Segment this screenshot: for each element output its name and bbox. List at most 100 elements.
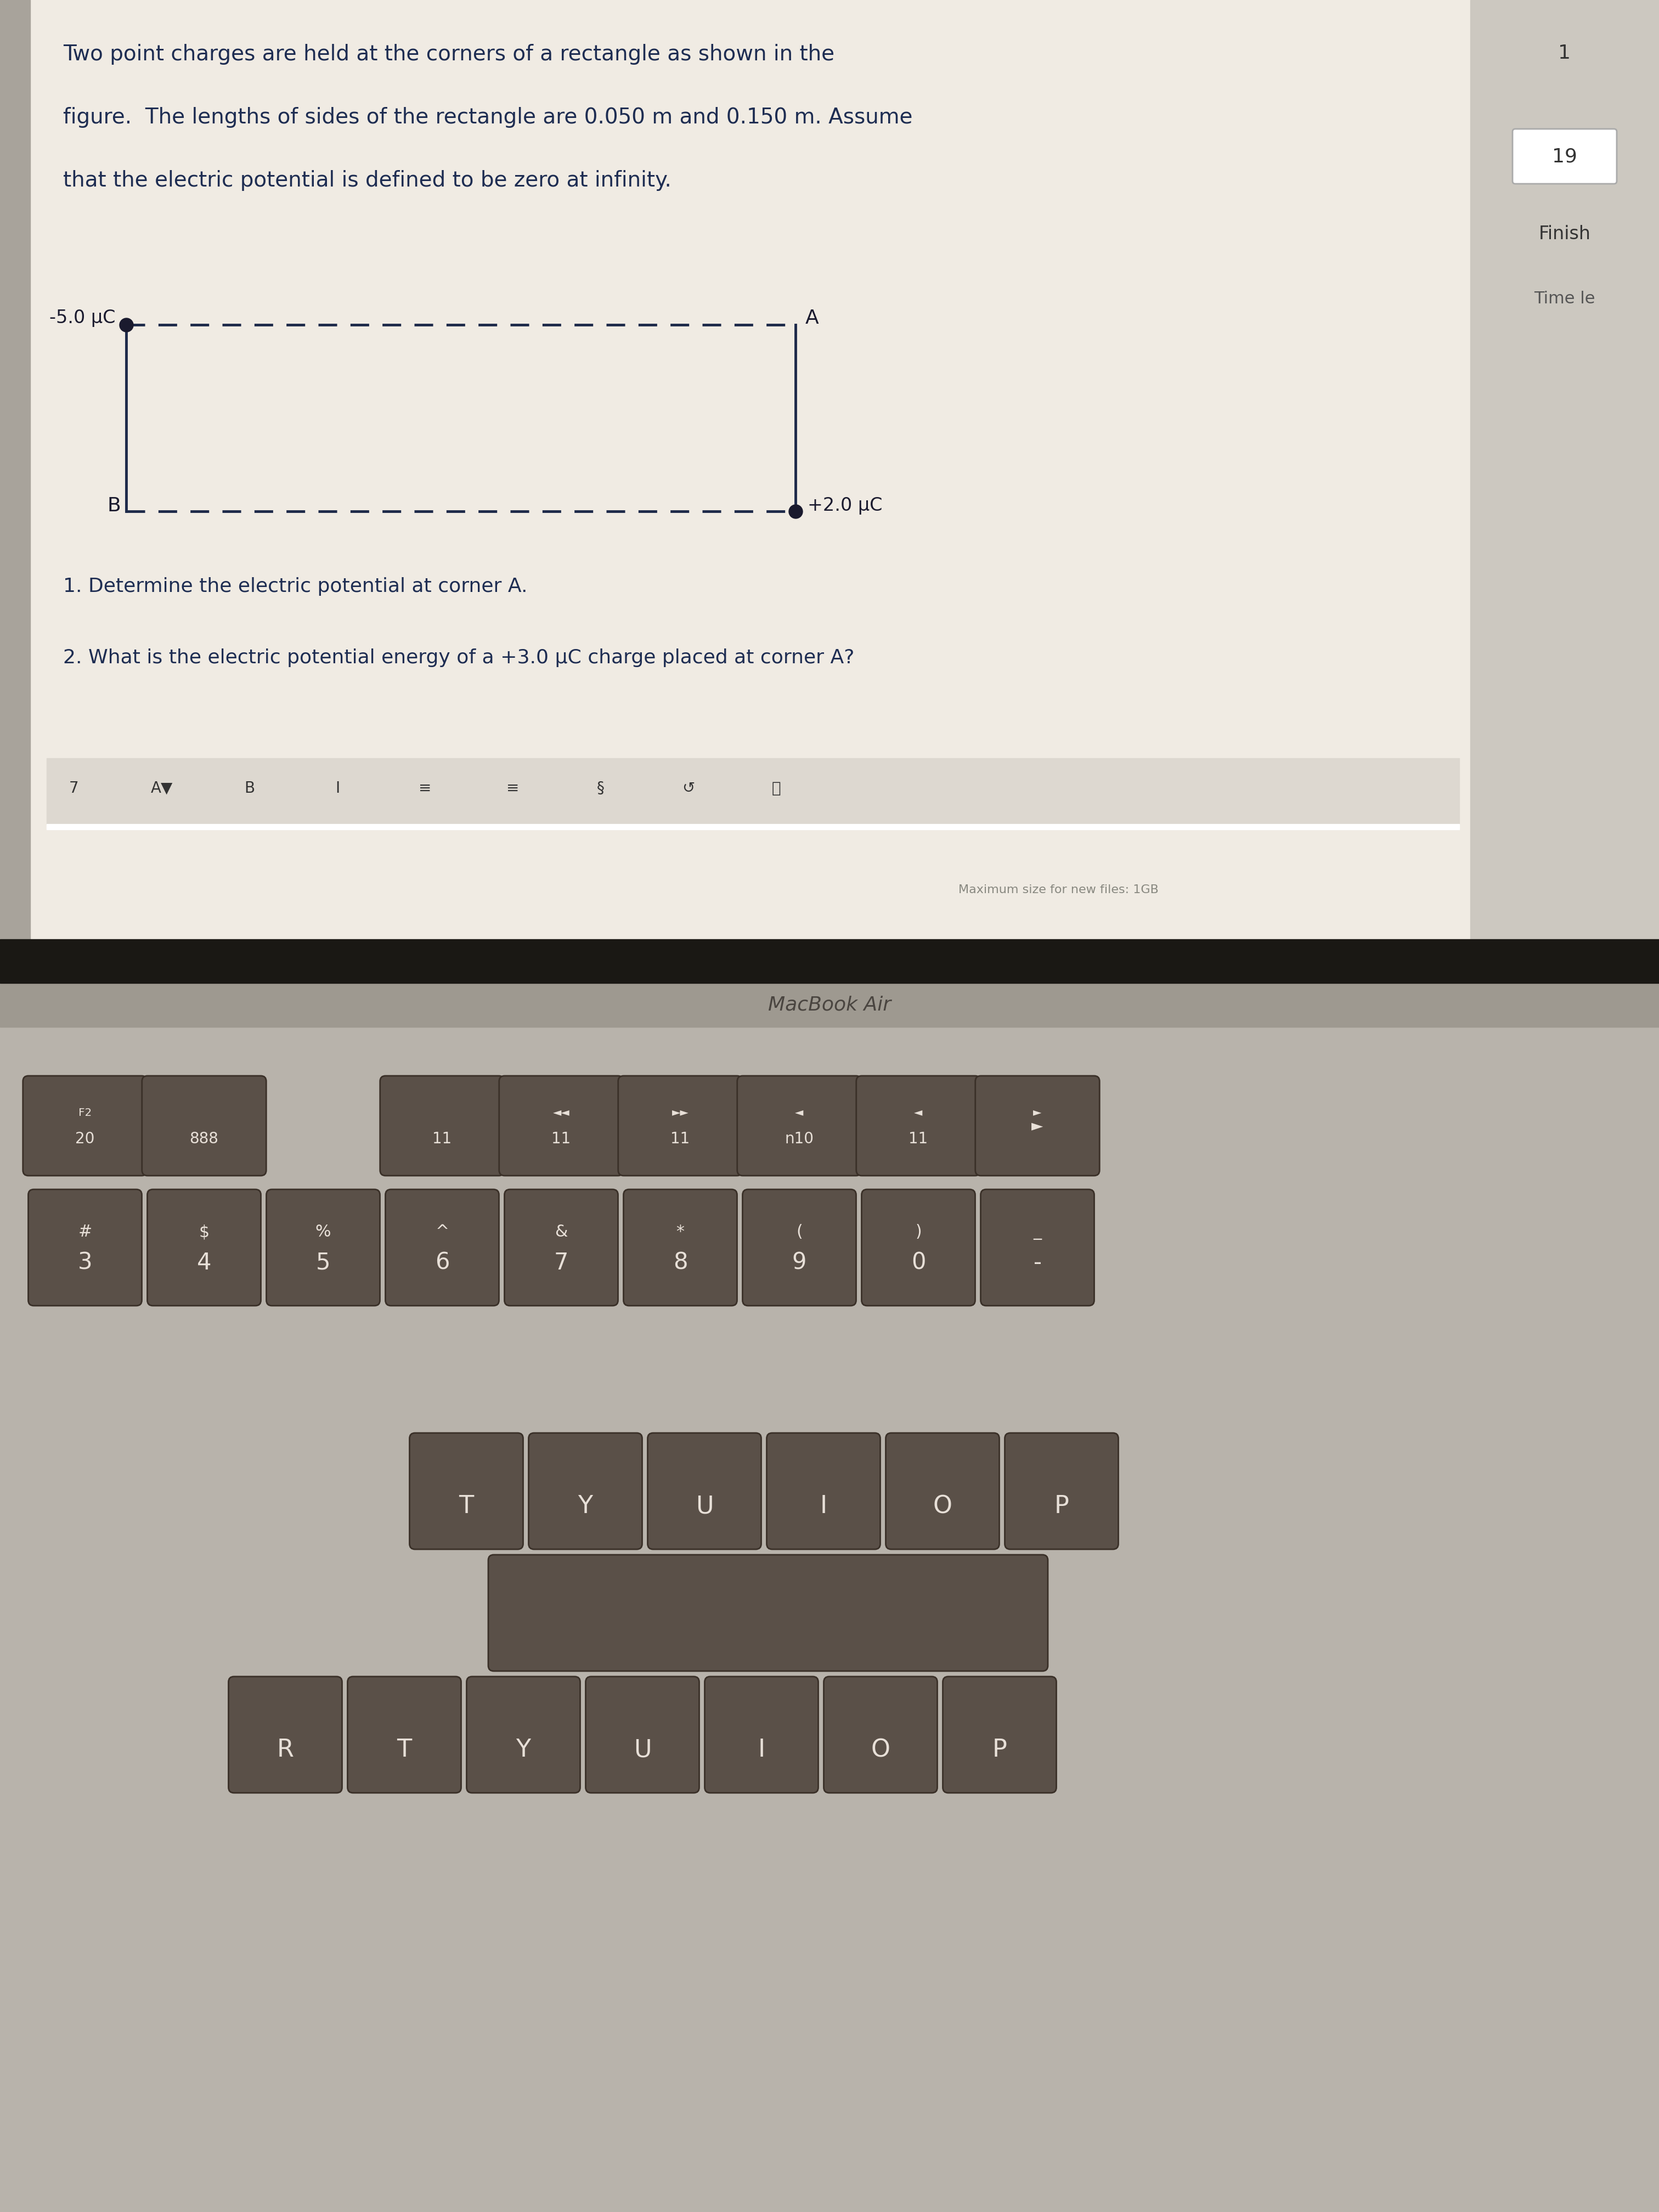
Text: I: I — [758, 1739, 765, 1763]
Text: 6: 6 — [435, 1252, 450, 1274]
Bar — [30, 0, 1659, 940]
FancyBboxPatch shape — [705, 1677, 818, 1794]
Text: Two point charges are held at the corners of a rectangle as shown in the: Two point charges are held at the corner… — [63, 44, 834, 64]
FancyBboxPatch shape — [148, 1190, 260, 1305]
Text: Y: Y — [577, 1495, 592, 1517]
Text: B: B — [244, 781, 255, 796]
Bar — [1470, 0, 1659, 940]
Text: ^: ^ — [435, 1223, 450, 1241]
Text: Finish: Finish — [1538, 226, 1591, 243]
Text: I: I — [335, 781, 340, 796]
Bar — [46, 825, 1460, 830]
FancyBboxPatch shape — [529, 1433, 642, 1548]
Text: A▼: A▼ — [151, 781, 173, 796]
FancyBboxPatch shape — [28, 1190, 141, 1305]
Text: B: B — [108, 495, 121, 515]
Bar — [0, 982, 1659, 1026]
Text: that the electric potential is defined to be zero at infinity.: that the electric potential is defined t… — [63, 170, 672, 190]
Text: *: * — [677, 1223, 685, 1241]
Bar — [0, 1026, 1659, 2212]
FancyBboxPatch shape — [466, 1677, 581, 1794]
Text: +2.0 μC: +2.0 μC — [808, 498, 883, 515]
Text: ◄: ◄ — [795, 1108, 803, 1117]
Text: T: T — [397, 1739, 411, 1763]
Text: -5.0 μC: -5.0 μC — [50, 310, 114, 327]
Text: (: ( — [796, 1223, 803, 1241]
FancyBboxPatch shape — [488, 1555, 1048, 1670]
Text: 2. What is the electric potential energy of a +3.0 μC charge placed at corner A?: 2. What is the electric potential energy… — [63, 648, 854, 668]
Text: _: _ — [1034, 1223, 1042, 1241]
FancyBboxPatch shape — [385, 1190, 499, 1305]
Text: P: P — [1053, 1495, 1068, 1517]
Text: figure.  The lengths of sides of the rectangle are 0.050 m and 0.150 m. Assume: figure. The lengths of sides of the rect… — [63, 106, 912, 128]
Text: Y: Y — [516, 1739, 531, 1763]
FancyBboxPatch shape — [410, 1433, 523, 1548]
Text: 1. Determine the electric potential at corner A.: 1. Determine the electric potential at c… — [63, 577, 528, 595]
Text: 8: 8 — [674, 1252, 687, 1274]
Text: §: § — [597, 781, 604, 796]
FancyBboxPatch shape — [743, 1190, 856, 1305]
FancyBboxPatch shape — [504, 1190, 619, 1305]
FancyBboxPatch shape — [861, 1190, 975, 1305]
FancyBboxPatch shape — [347, 1677, 461, 1794]
Text: A: A — [805, 310, 820, 327]
Text: ≡: ≡ — [418, 781, 431, 796]
Text: Maximum size for new files: 1GB: Maximum size for new files: 1GB — [959, 885, 1158, 896]
FancyBboxPatch shape — [23, 1075, 148, 1175]
Text: I: I — [820, 1495, 828, 1517]
Text: 9: 9 — [791, 1252, 806, 1274]
Text: U: U — [634, 1739, 652, 1763]
Text: P: P — [992, 1739, 1007, 1763]
Text: #: # — [78, 1223, 91, 1241]
FancyBboxPatch shape — [229, 1677, 342, 1794]
Text: 5: 5 — [315, 1252, 330, 1274]
FancyBboxPatch shape — [267, 1190, 380, 1305]
Text: 11: 11 — [670, 1130, 690, 1146]
FancyBboxPatch shape — [975, 1075, 1100, 1175]
FancyBboxPatch shape — [586, 1677, 698, 1794]
FancyBboxPatch shape — [647, 1433, 761, 1548]
Text: ⎙: ⎙ — [771, 781, 781, 796]
Text: 20: 20 — [75, 1130, 95, 1146]
Text: 888: 888 — [189, 1130, 219, 1146]
Text: ◄◄: ◄◄ — [552, 1108, 569, 1117]
Bar — [46, 759, 1460, 825]
Text: n10: n10 — [785, 1130, 815, 1146]
Text: 1: 1 — [1558, 44, 1571, 62]
Text: 7: 7 — [70, 781, 80, 796]
FancyBboxPatch shape — [380, 1075, 504, 1175]
FancyBboxPatch shape — [1513, 128, 1618, 184]
Text: ►: ► — [1032, 1117, 1044, 1133]
Text: ►►: ►► — [672, 1108, 688, 1117]
Text: O: O — [871, 1739, 891, 1763]
Text: $: $ — [199, 1223, 209, 1241]
FancyBboxPatch shape — [619, 1075, 743, 1175]
Text: 4: 4 — [197, 1252, 211, 1274]
Text: 11: 11 — [551, 1130, 571, 1146]
Text: 0: 0 — [911, 1252, 926, 1274]
Text: 3: 3 — [78, 1252, 93, 1274]
FancyBboxPatch shape — [143, 1075, 265, 1175]
FancyBboxPatch shape — [1005, 1433, 1118, 1548]
Text: 7: 7 — [554, 1252, 569, 1274]
Text: 11: 11 — [433, 1130, 451, 1146]
Text: F2: F2 — [78, 1108, 91, 1117]
Text: ): ) — [916, 1223, 921, 1241]
FancyBboxPatch shape — [624, 1190, 737, 1305]
Text: MacBook Air: MacBook Air — [768, 995, 891, 1015]
Text: R: R — [277, 1739, 294, 1763]
FancyBboxPatch shape — [980, 1190, 1095, 1305]
Text: &: & — [554, 1223, 567, 1241]
Bar — [0, 940, 1659, 982]
FancyBboxPatch shape — [886, 1433, 999, 1548]
Text: ►: ► — [1034, 1108, 1042, 1117]
Bar — [0, 0, 30, 940]
Text: -: - — [1034, 1252, 1042, 1274]
Text: O: O — [932, 1495, 952, 1517]
Text: ≡: ≡ — [506, 781, 519, 796]
Text: ◄: ◄ — [914, 1108, 922, 1117]
Text: T: T — [460, 1495, 474, 1517]
FancyBboxPatch shape — [737, 1075, 861, 1175]
Text: Time le: Time le — [1535, 290, 1596, 307]
FancyBboxPatch shape — [856, 1075, 980, 1175]
